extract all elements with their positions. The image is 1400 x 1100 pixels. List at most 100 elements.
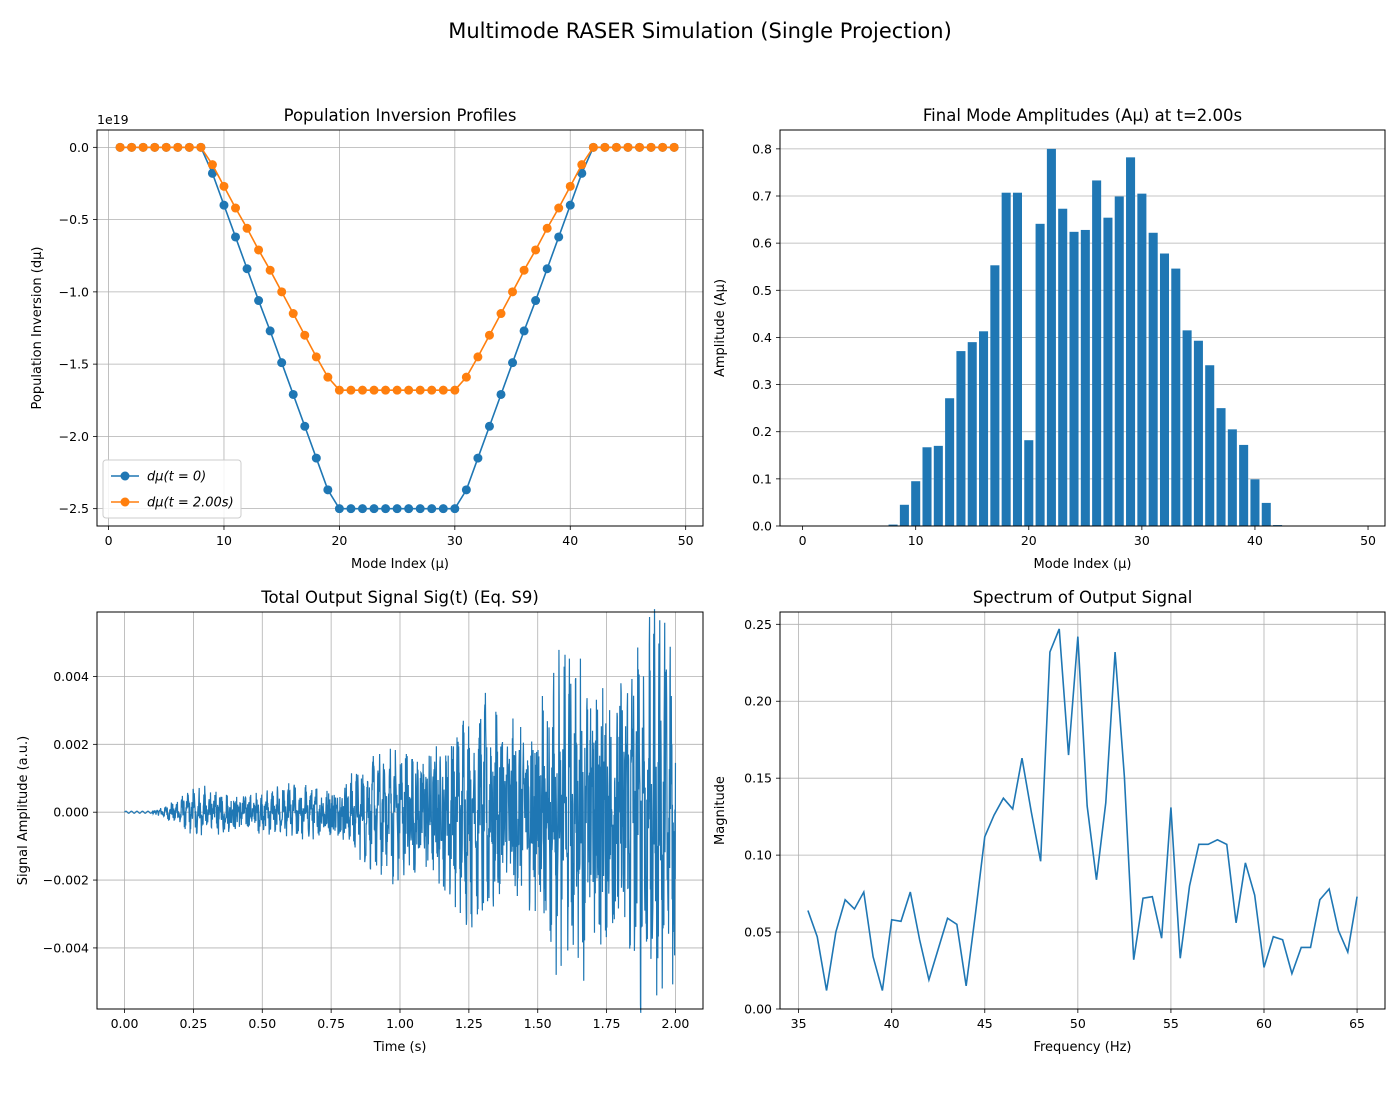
series-point (623, 142, 633, 152)
bar (1159, 253, 1170, 526)
bar (956, 351, 966, 526)
x-tick-label: 10 (908, 533, 924, 548)
series-point (150, 142, 160, 152)
series-point (565, 200, 575, 210)
x-axis-label: Time (s) (373, 1040, 427, 1055)
y-tick-label: 0.5 (752, 283, 772, 298)
series-point (577, 168, 587, 178)
legend-swatch-marker (120, 497, 130, 507)
panel-spectrum: 35 40 45 50 55 60 65 0.00 0.05 0.10 0.15 0.20 0.25 S… (713, 588, 1386, 1055)
y-tick-label: 0.004 (53, 669, 89, 684)
x-tick-label: 0.50 (248, 1016, 276, 1031)
series-point (473, 453, 483, 463)
series-point (254, 296, 264, 306)
x-tick-label: 1.25 (455, 1016, 483, 1031)
signal-trace (124, 609, 677, 1013)
panel-title: Final Mode Amplitudes (Aμ) at t=2.00s (923, 106, 1242, 125)
x-tick-label: 60 (1256, 1016, 1272, 1031)
y-axis-label: Signal Amplitude (a.u.) (16, 736, 31, 885)
bar (1239, 444, 1249, 526)
x-tick-label: 50 (678, 533, 694, 548)
series-point (288, 389, 298, 399)
axes-frame (779, 129, 1386, 527)
panel-population-inversion: 0 10 20 30 40 50 0.0 −0.5 −1.0 −1.5 −2.0 −2.5 Popul… (30, 106, 704, 572)
y-tick-label: 0.6 (752, 236, 772, 251)
series-point (346, 504, 356, 514)
panel-title: Population Inversion Profiles (284, 106, 517, 125)
y-tick-label: 0.15 (744, 771, 772, 786)
bar (1148, 232, 1158, 526)
signal-line (124, 609, 677, 1013)
series-point (450, 504, 460, 514)
x-tick-label: 1.75 (593, 1016, 621, 1031)
series-point (565, 181, 575, 191)
bar (1261, 502, 1271, 526)
y-tick-label: −2.0 (59, 429, 89, 444)
bar-marks (888, 148, 1283, 527)
series-point (288, 309, 298, 319)
x-tick-label: 55 (1163, 1016, 1179, 1031)
x-tick-label: 35 (791, 1016, 807, 1031)
bar (1205, 365, 1215, 526)
y-tick-label: 0.7 (752, 189, 772, 204)
bar (979, 331, 989, 526)
bar (1216, 408, 1226, 526)
series-point (611, 142, 621, 152)
y-tick-label: 0.3 (752, 377, 772, 392)
series-point (323, 372, 333, 382)
series-point (346, 385, 356, 395)
bar (945, 398, 955, 526)
series-point (369, 504, 379, 514)
series-point (519, 326, 529, 336)
series-point (115, 142, 125, 152)
bar (1193, 340, 1203, 526)
bar (1227, 429, 1237, 526)
y-tick-label: 0.8 (752, 141, 772, 156)
tick-labels: 0 10 20 30 40 50 0.0 0.1 0.2 0.3 0.4 0.5 0.6 0.7 0.8 (752, 141, 1376, 548)
x-tick-label: 1.50 (524, 1016, 552, 1031)
series-point (231, 232, 241, 242)
bar (1250, 479, 1260, 526)
x-tick-label: 30 (447, 533, 463, 548)
y-tick-label: −1.0 (59, 284, 89, 299)
tick-labels: 0.00 0.25 0.50 0.75 1.00 1.25 1.50 1.75 2.00 0.00… (43, 669, 690, 1031)
series-point (531, 296, 541, 306)
x-tick-label: 40 (1247, 533, 1263, 548)
series-point (542, 264, 552, 274)
series-point (438, 385, 448, 395)
y-tick-label: 0.2 (752, 424, 772, 439)
legend-box (102, 459, 242, 519)
y-tick-label: −1.5 (59, 357, 89, 372)
bar (1137, 193, 1147, 526)
x-tick-label: 2.00 (662, 1016, 690, 1031)
bar (1080, 229, 1090, 526)
x-tick-label: 40 (562, 533, 578, 548)
y-tick-label: −0.5 (59, 212, 89, 227)
series-point (334, 504, 344, 514)
series-point (357, 504, 367, 514)
series-point (508, 358, 518, 368)
y-tick-label: 0.00 (744, 1002, 772, 1017)
series-point (207, 168, 217, 178)
bar (911, 481, 921, 526)
series-point (161, 142, 171, 152)
series-point (357, 385, 367, 395)
y-tick-label: −0.004 (43, 940, 89, 955)
x-tick-label: 0.75 (317, 1016, 345, 1031)
tick-labels: 0 10 20 30 40 50 0.0 −0.5 −1.0 −1.5 −2.0 −2.5 (59, 140, 694, 548)
series-point (473, 352, 483, 362)
bar (1012, 192, 1022, 526)
series-point (461, 372, 471, 382)
bar (990, 265, 1000, 526)
series-point (334, 385, 344, 395)
axes-frame (96, 129, 704, 527)
series-point (415, 385, 425, 395)
series-point (219, 200, 229, 210)
series-point (427, 385, 437, 395)
series-point (438, 504, 448, 514)
series-point (484, 421, 494, 431)
series-point (323, 485, 333, 495)
series-point (404, 385, 414, 395)
y-tick-label: 0.0 (69, 140, 89, 155)
